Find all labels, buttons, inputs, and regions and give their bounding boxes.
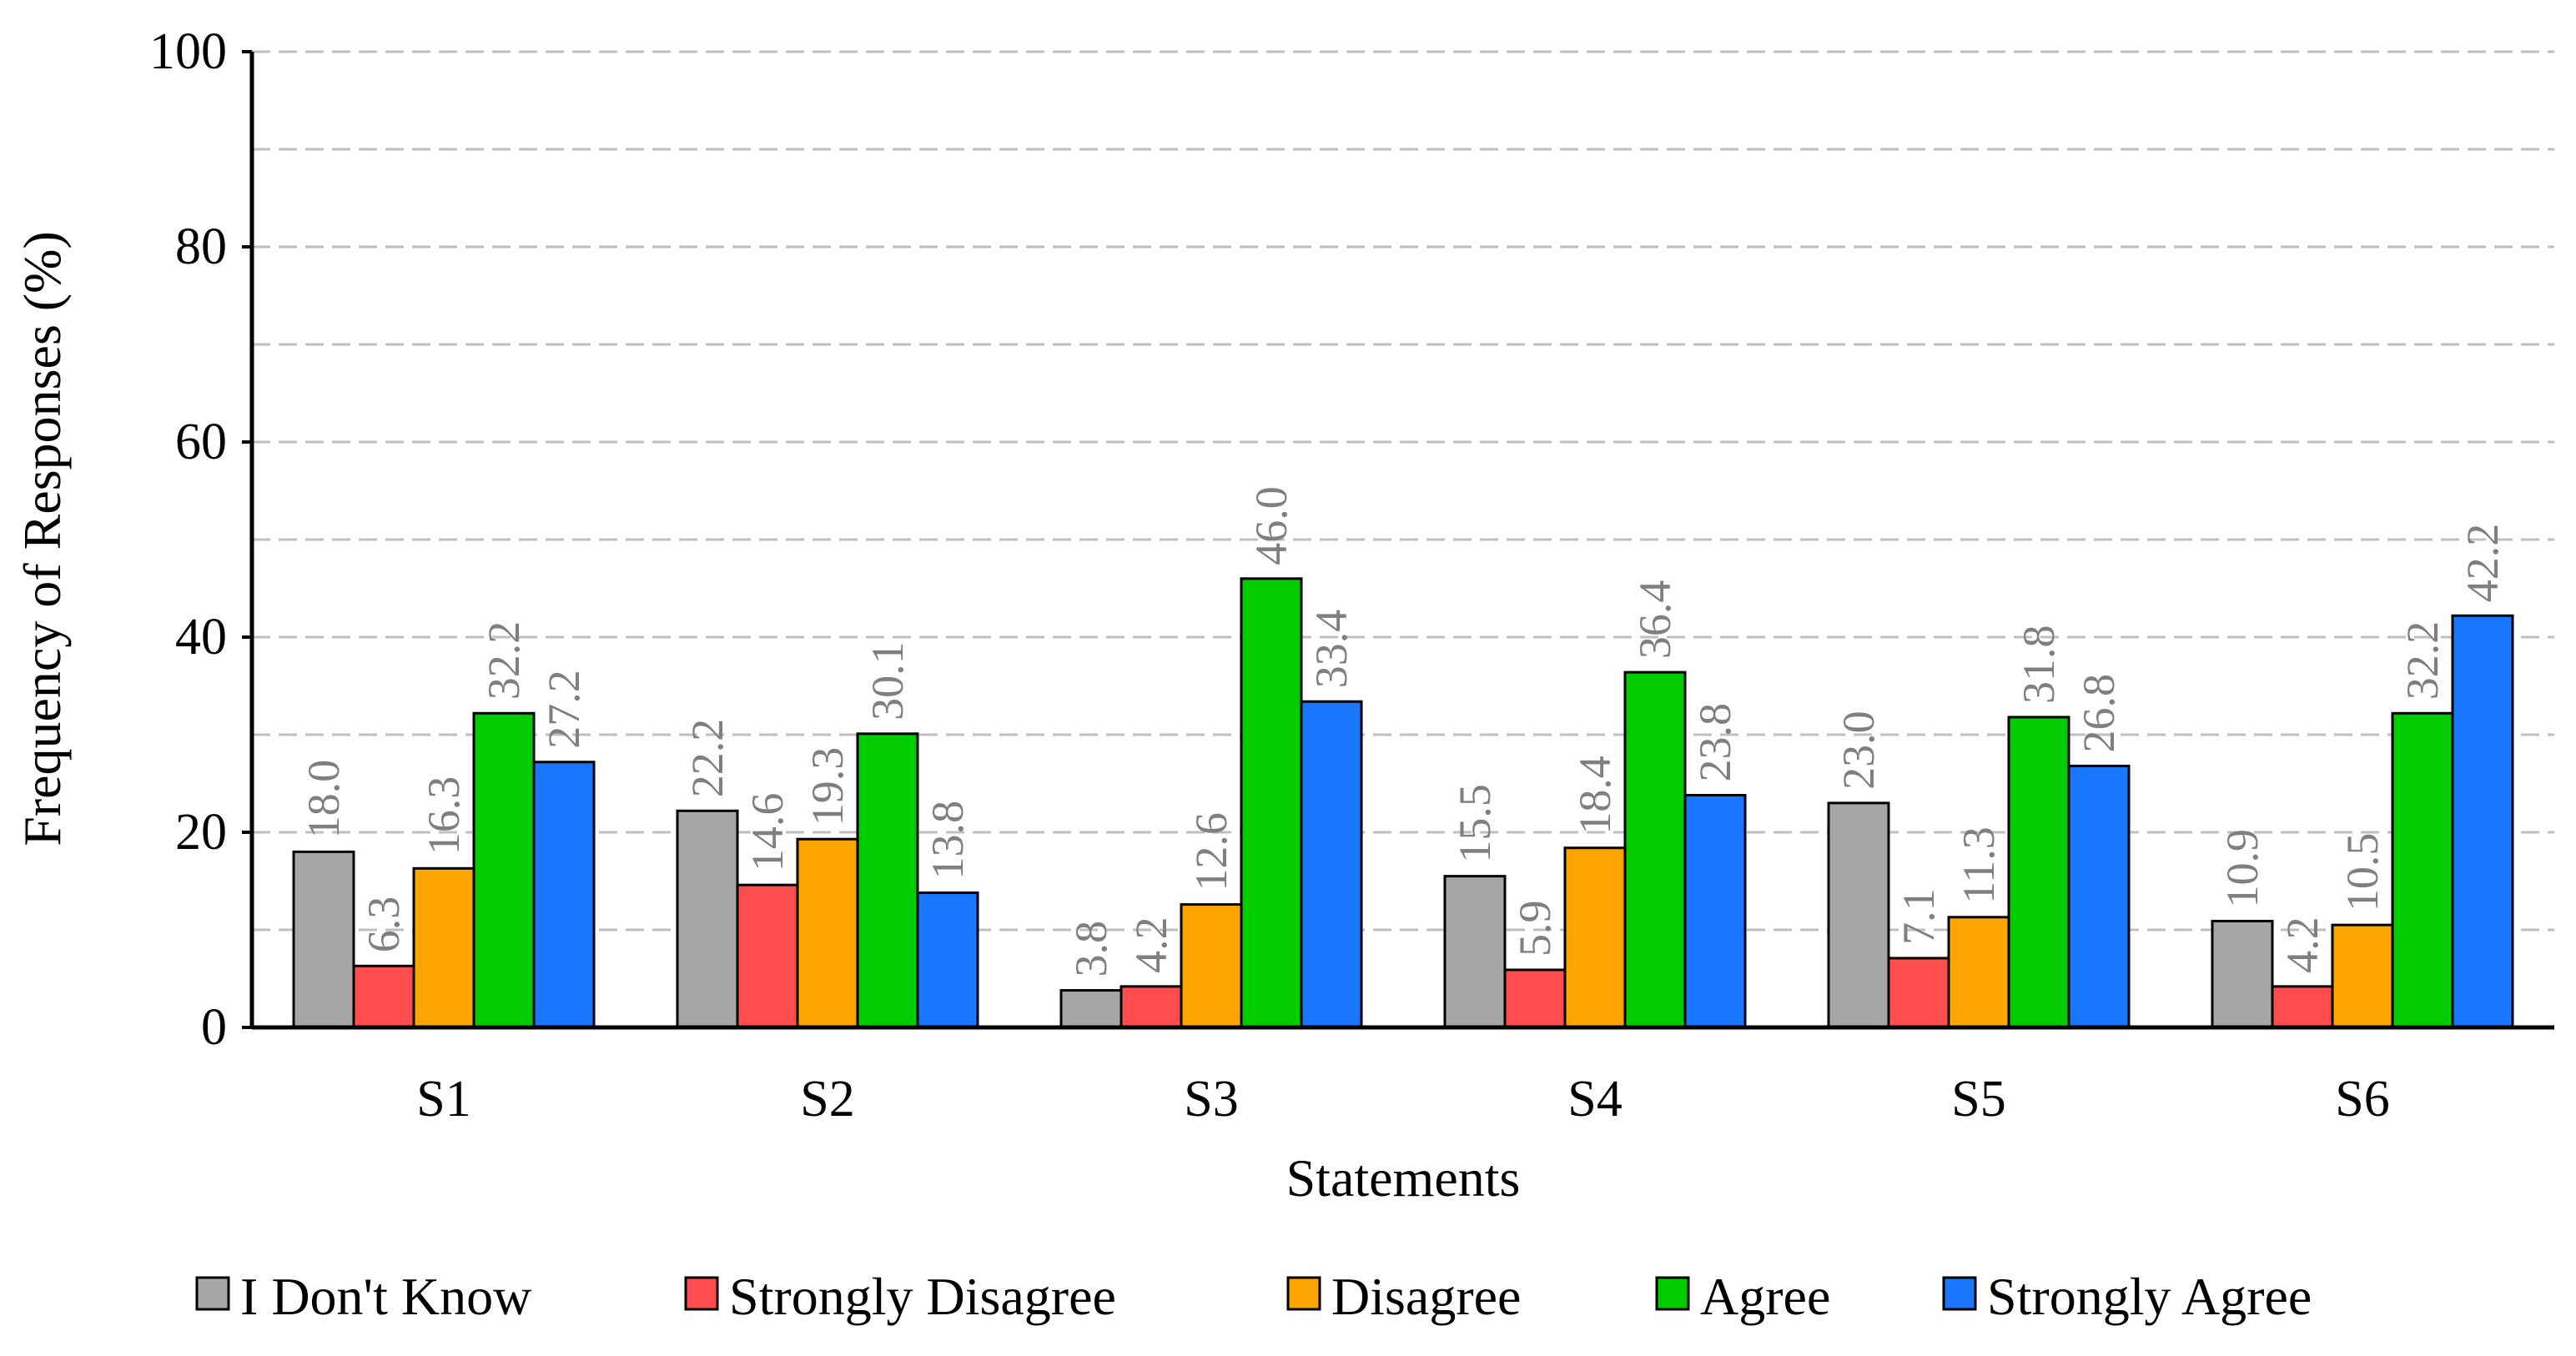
data-label: 18.4 [1570,756,1620,835]
data-label: 3.8 [1066,921,1116,977]
bar [472,711,536,1029]
y-tick-label: 0 [201,999,227,1056]
data-label: 16.3 [419,776,469,856]
legend-label: Agree [1700,1267,1830,1326]
data-label: 26.8 [2074,674,2124,753]
bar [1180,903,1243,1029]
legend-label: Disagree [1331,1267,1521,1326]
x-tick-label: S5 [1951,1071,2005,1127]
bar [2391,711,2454,1029]
legend-swatch [684,1276,719,1311]
x-tick-label: S3 [1184,1071,1238,1127]
bar [736,883,799,1029]
bar [2067,764,2131,1029]
bar [532,761,596,1029]
data-label: 5.9 [1510,900,1560,957]
data-label: 13.8 [923,801,973,880]
data-label: 30.1 [863,641,913,721]
bar [856,732,919,1029]
bar [1947,916,2010,1029]
bar [412,866,475,1029]
y-tick-label: 20 [175,804,227,861]
data-label: 31.8 [2014,625,2064,704]
legend-swatch [1655,1276,1690,1311]
data-label: 15.5 [1450,784,1500,863]
bar [916,891,979,1029]
legend-label: Strongly Disagree [729,1267,1116,1326]
bar [1119,985,1183,1029]
bar [2331,923,2394,1029]
bar [2211,919,2274,1029]
data-label: 10.5 [2337,833,2387,912]
data-label: 4.2 [2277,917,2327,973]
x-tick-label: S4 [1567,1071,1622,1127]
bar [1443,875,1507,1029]
data-label: 33.4 [1306,610,1356,689]
data-label: 4.2 [1126,917,1176,973]
data-label: 11.3 [1954,826,2004,904]
data-label: 27.2 [539,670,589,749]
x-tick-label: S6 [2335,1071,2389,1127]
bar [1240,577,1303,1029]
bar [1563,846,1627,1029]
data-label: 23.8 [1690,703,1740,782]
bar [1503,968,1567,1029]
data-label: 7.1 [1894,888,1944,945]
x-axis-title: Statements [1286,1148,1521,1208]
legend-label: Strongly Agree [1987,1267,2312,1326]
legend-swatch [195,1276,230,1311]
data-label: 14.6 [742,793,792,872]
data-label: 18.0 [299,760,349,839]
data-label: 12.6 [1186,812,1236,891]
data-label: 32.2 [2397,621,2448,701]
y-tick-label: 80 [175,218,227,275]
data-label: 23.0 [1834,711,1884,790]
data-label: 36.4 [1630,580,1680,660]
bar [1683,794,1747,1029]
bar [2271,985,2334,1029]
data-label: 10.9 [2217,829,2267,908]
x-tick-label: S1 [416,1071,470,1127]
y-tick-label: 60 [175,414,227,470]
bar [292,850,355,1029]
bar [1300,700,1363,1029]
data-label: 32.2 [479,621,529,701]
legend-swatch [1286,1276,1321,1311]
bar [352,964,415,1029]
x-tick-label: S2 [800,1071,854,1127]
bar [1623,670,1687,1029]
bar [2007,716,2070,1029]
bar [1059,989,1123,1029]
data-label: 46.0 [1246,486,1296,565]
bar [1827,801,1890,1029]
bar [1887,957,1950,1029]
bar [676,809,739,1029]
data-label: 6.3 [359,896,409,953]
y-axis-title: Frequency of Responses (%) [13,231,72,846]
data-label: 42.2 [2458,524,2508,603]
legend-swatch [1942,1276,1977,1311]
legend: I Don't Know Strongly Disagree Disagree Agr… [195,1267,2312,1326]
y-tick-label: 40 [175,609,227,665]
bar [796,837,859,1029]
data-label: 22.2 [682,719,732,798]
y-tick-label: 100 [149,23,227,80]
bar [2451,614,2514,1029]
legend-label: I Don't Know [240,1267,531,1326]
data-label: 19.3 [802,747,853,826]
